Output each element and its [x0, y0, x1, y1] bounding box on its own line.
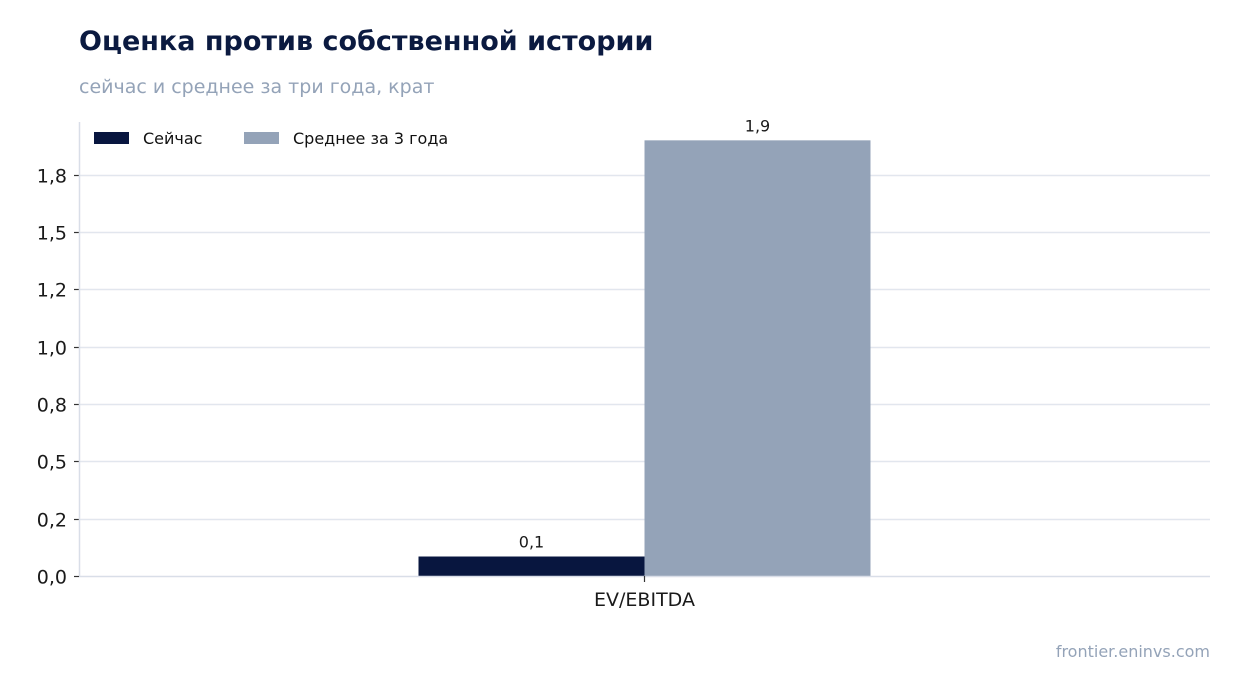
x-tick-label: EV/EBITDA	[594, 589, 695, 611]
data-label: 0,1	[519, 533, 544, 552]
legend-label: Среднее за 3 года	[293, 129, 448, 148]
bar-three-year-average	[644, 140, 871, 576]
y-tick-label: 1,8	[37, 166, 67, 188]
chart-title: Оценка против собственной истории	[79, 26, 654, 57]
y-tick-label: 1,5	[37, 223, 67, 245]
bar-current	[418, 556, 645, 576]
data-label: 1,9	[745, 116, 770, 135]
y-tick-label: 0,5	[37, 452, 67, 474]
y-tick-label: 0,8	[37, 395, 67, 417]
chart-subtitle: сейчас и среднее за три года, крат	[79, 76, 435, 98]
labels: 0,0 0,2 0,5 0,8 1,0 1,2 1,5 1,8 0,1 1,9 EV/EBITDA	[37, 116, 770, 611]
legend-swatch	[244, 132, 279, 144]
axes	[74, 122, 1210, 582]
y-tick-label: 0,2	[37, 510, 67, 532]
legend-swatch	[94, 132, 129, 144]
legend: Сейчас Среднее за 3 года	[94, 129, 448, 148]
bars	[418, 140, 871, 576]
legend-label: Сейчас	[143, 129, 202, 148]
y-tick-label: 1,0	[37, 338, 67, 360]
y-tick-label: 1,2	[37, 280, 67, 302]
y-tick-label: 0,0	[37, 567, 67, 589]
source-credit: frontier.eninvs.com	[1055, 642, 1210, 661]
